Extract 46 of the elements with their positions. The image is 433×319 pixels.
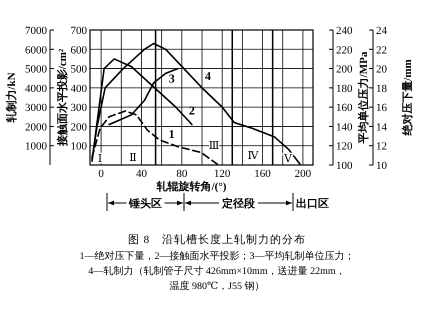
y3-tick-label: 22 xyxy=(376,44,387,56)
x-tick-label: 40 xyxy=(136,168,148,180)
y3-tick-label: 14 xyxy=(376,121,388,134)
y3-tick-label: 16 xyxy=(376,102,388,114)
series-label: 3 xyxy=(168,72,175,86)
y3-tick-label: 20 xyxy=(376,64,388,76)
y2-tick-label: 220 xyxy=(336,44,353,56)
series-label: 4 xyxy=(205,68,212,83)
y2-tick-label: 240 xyxy=(336,25,353,37)
y-tick-label: 7000 xyxy=(25,25,48,37)
text: 图 8 沿轧槽长度上轧制力的分布 xyxy=(128,233,306,246)
text: 4—轧制力（轧制管子尺寸 426mm×10mm，送进量 22mm， xyxy=(88,265,346,277)
annotation: Ⅳ xyxy=(248,150,260,162)
annotation: Ⅴ xyxy=(283,153,294,165)
y3-tick-label: 12 xyxy=(376,140,387,153)
text: 出口区 xyxy=(296,197,329,210)
x-axis-title: 轧辊旋转角/(°) xyxy=(156,180,227,193)
y-tick-label: 3000 xyxy=(25,102,48,114)
y-tick-label: 4000 xyxy=(25,82,48,95)
y3-tick-label: 24 xyxy=(376,25,388,37)
text: 1—绝对压下量，2—接触面水平投影；3—平均轧制单位压力； xyxy=(80,250,354,262)
annotation: Ⅱ xyxy=(129,152,137,164)
y-axis-title: 轧制力/kN xyxy=(5,72,18,124)
x-tick-label: 160 xyxy=(254,168,272,180)
y2-tick-label: 140 xyxy=(336,121,353,134)
y3-tick-label: 10 xyxy=(376,160,388,172)
y-tick-label: 2000 xyxy=(25,121,48,134)
text: 定径段 xyxy=(221,197,256,210)
x-tick-label: 200 xyxy=(294,168,312,180)
x-tick-label: 80 xyxy=(176,168,188,180)
x-tick-label: 120 xyxy=(214,168,231,180)
y2-axis-title: 平均单位压力/MPa xyxy=(357,51,370,144)
y3-axis-title: 绝对压下量/mm xyxy=(401,59,414,137)
series-label: 1 xyxy=(168,126,175,141)
y2-tick-label: 100 xyxy=(336,160,353,172)
y2-tick-label: 200 xyxy=(336,64,353,76)
y3-tick-label: 18 xyxy=(376,82,388,95)
x-tick-label: 0 xyxy=(98,168,104,180)
text: 温度 980℃，J55 钢） xyxy=(169,280,265,292)
y2-tick-label: 160 xyxy=(336,102,353,114)
y2-tick-label: 120 xyxy=(336,140,353,153)
y-tick-label: 5000 xyxy=(25,64,48,76)
text: 锤头区 xyxy=(128,197,162,210)
y2-tick-label: 180 xyxy=(336,82,353,95)
y-tick-label: 6000 xyxy=(25,44,48,56)
y-tick-label: 1000 xyxy=(25,140,48,153)
